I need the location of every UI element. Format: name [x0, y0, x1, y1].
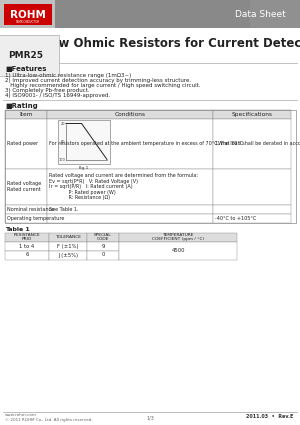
Bar — [213, 168, 291, 204]
Text: Table 1: Table 1 — [5, 227, 30, 232]
Bar — [119, 241, 237, 260]
Text: 2) Improved current detection accuracy by trimming-less structure.: 2) Improved current detection accuracy b… — [5, 77, 191, 82]
Text: Conditions: Conditions — [115, 111, 146, 116]
Text: 3) Completely Pb-free product.: 3) Completely Pb-free product. — [5, 88, 90, 93]
Text: Specifications: Specifications — [232, 111, 272, 116]
Text: ■Features: ■Features — [5, 66, 47, 72]
Bar — [4, 4, 52, 25]
Bar — [5, 168, 47, 204]
Text: COEFFICIENT (ppm / °C): COEFFICIENT (ppm / °C) — [152, 236, 204, 241]
Text: For resistors operated at the ambient temperature in excess of 70°C, the load sh: For resistors operated at the ambient te… — [49, 141, 300, 146]
Bar — [55, 0, 250, 28]
Bar — [5, 110, 47, 119]
Text: 9: 9 — [101, 244, 105, 249]
Bar — [5, 250, 49, 260]
Bar — [5, 241, 49, 250]
Text: 100: 100 — [58, 158, 65, 162]
Text: -40°C to +105°C: -40°C to +105°C — [215, 215, 256, 221]
Text: Ir = sqrt(P/R)   I: Rated current (A): Ir = sqrt(P/R) I: Rated current (A) — [49, 184, 133, 189]
Bar — [47, 110, 213, 119]
Bar — [87, 250, 119, 260]
Text: Highly recommended for large current / High speed switching circuit.: Highly recommended for large current / H… — [5, 82, 200, 88]
Bar — [119, 232, 237, 241]
Bar — [213, 204, 291, 213]
Bar — [213, 213, 291, 223]
Bar — [5, 204, 47, 213]
Text: TEMPERATURE: TEMPERATURE — [162, 233, 194, 237]
Text: www.rohm.com: www.rohm.com — [5, 414, 37, 417]
Bar — [87, 241, 119, 250]
Bar — [213, 110, 291, 119]
Bar — [47, 213, 213, 223]
Text: R: Resistance (Ω): R: Resistance (Ω) — [49, 195, 110, 200]
Bar — [5, 119, 47, 168]
Text: F (±1%): F (±1%) — [57, 244, 79, 249]
Text: 1W at 70°C: 1W at 70°C — [215, 141, 243, 146]
Text: Rated voltage and current are determined from the formula:: Rated voltage and current are determined… — [49, 173, 198, 178]
Bar — [58, 119, 110, 164]
Bar — [49, 241, 87, 250]
Bar — [47, 119, 213, 168]
Text: ■Rating: ■Rating — [5, 102, 38, 108]
Bar — [49, 232, 87, 241]
Text: SEMICONDUCTOR: SEMICONDUCTOR — [16, 20, 40, 24]
Text: Fig.1: Fig.1 — [79, 165, 89, 170]
Text: Rated current: Rated current — [7, 187, 41, 192]
Text: Rated power: Rated power — [7, 141, 38, 146]
Text: Rated voltage: Rated voltage — [7, 181, 41, 186]
Bar — [5, 213, 47, 223]
Text: 20: 20 — [61, 122, 65, 125]
Text: See Table 1.: See Table 1. — [49, 207, 79, 212]
Text: 60: 60 — [61, 139, 65, 144]
Text: Ultra-Low Ohmic Resistors for Current Detection: Ultra-Low Ohmic Resistors for Current De… — [5, 37, 300, 50]
Bar — [0, 0, 300, 28]
Bar — [87, 232, 119, 241]
Text: TOLERANCE: TOLERANCE — [55, 235, 81, 239]
Text: Nominal resistance: Nominal resistance — [7, 207, 54, 212]
Text: P: Rated power (W): P: Rated power (W) — [49, 190, 116, 195]
Text: PRIO: PRIO — [22, 236, 32, 241]
Bar — [47, 168, 213, 204]
Text: 1/3: 1/3 — [146, 416, 154, 420]
Text: © 2011 ROHM Co., Ltd. All rights reserved.: © 2011 ROHM Co., Ltd. All rights reserve… — [5, 417, 93, 422]
Text: 0: 0 — [101, 252, 105, 258]
Text: 1) Ultra-low-ohmic resistance range (1mΩ3~): 1) Ultra-low-ohmic resistance range (1mΩ… — [5, 73, 131, 77]
Text: RESISTANCE: RESISTANCE — [14, 233, 40, 237]
Bar — [5, 110, 296, 223]
Text: SPECIAL: SPECIAL — [94, 233, 112, 237]
Text: Data Sheet: Data Sheet — [235, 9, 286, 19]
Text: 6: 6 — [25, 252, 29, 258]
Text: Operating temperature: Operating temperature — [7, 215, 64, 221]
Text: ROHM: ROHM — [10, 9, 46, 20]
Text: 1 to 4: 1 to 4 — [20, 244, 34, 249]
Text: Item: Item — [19, 111, 33, 116]
Text: J (±5%): J (±5%) — [58, 252, 78, 258]
Bar — [250, 0, 300, 28]
Text: CODE: CODE — [97, 236, 109, 241]
Text: Ev = sqrt(P*R)   V: Rated Voltage (V): Ev = sqrt(P*R) V: Rated Voltage (V) — [49, 178, 138, 184]
Bar — [49, 250, 87, 260]
Bar — [47, 204, 213, 213]
Text: 2011.03  •  Rev.E: 2011.03 • Rev.E — [246, 414, 293, 419]
Text: PMR25: PMR25 — [8, 51, 43, 60]
Bar — [213, 119, 291, 168]
Text: 4500: 4500 — [171, 248, 185, 253]
Text: 4) ISO9001- / ISO/TS 16949-approved.: 4) ISO9001- / ISO/TS 16949-approved. — [5, 93, 110, 97]
Bar — [5, 232, 49, 241]
